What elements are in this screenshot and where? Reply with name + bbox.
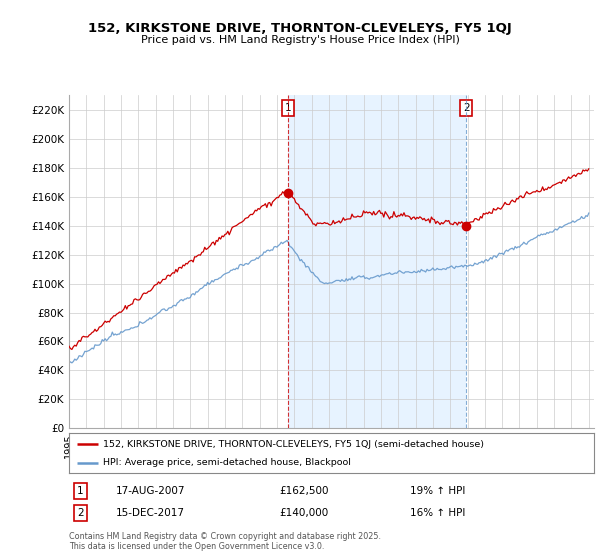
Text: 152, KIRKSTONE DRIVE, THORNTON-CLEVELEYS, FY5 1QJ (semi-detached house): 152, KIRKSTONE DRIVE, THORNTON-CLEVELEYS… — [103, 440, 484, 449]
Text: 16% ↑ HPI: 16% ↑ HPI — [410, 508, 466, 518]
Text: £162,500: £162,500 — [279, 486, 329, 496]
Text: 2: 2 — [77, 508, 84, 518]
Text: HPI: Average price, semi-detached house, Blackpool: HPI: Average price, semi-detached house,… — [103, 458, 351, 467]
Text: 2: 2 — [463, 103, 469, 113]
Text: 15-DEC-2017: 15-DEC-2017 — [116, 508, 185, 518]
Text: Contains HM Land Registry data © Crown copyright and database right 2025.
This d: Contains HM Land Registry data © Crown c… — [69, 531, 381, 551]
Text: 152, KIRKSTONE DRIVE, THORNTON-CLEVELEYS, FY5 1QJ: 152, KIRKSTONE DRIVE, THORNTON-CLEVELEYS… — [88, 22, 512, 35]
Text: £140,000: £140,000 — [279, 508, 328, 518]
Text: 1: 1 — [284, 103, 291, 113]
Text: 17-AUG-2007: 17-AUG-2007 — [116, 486, 186, 496]
Bar — [288, 95, 466, 428]
Text: 19% ↑ HPI: 19% ↑ HPI — [410, 486, 466, 496]
Text: 1: 1 — [77, 486, 84, 496]
Text: Price paid vs. HM Land Registry's House Price Index (HPI): Price paid vs. HM Land Registry's House … — [140, 35, 460, 45]
